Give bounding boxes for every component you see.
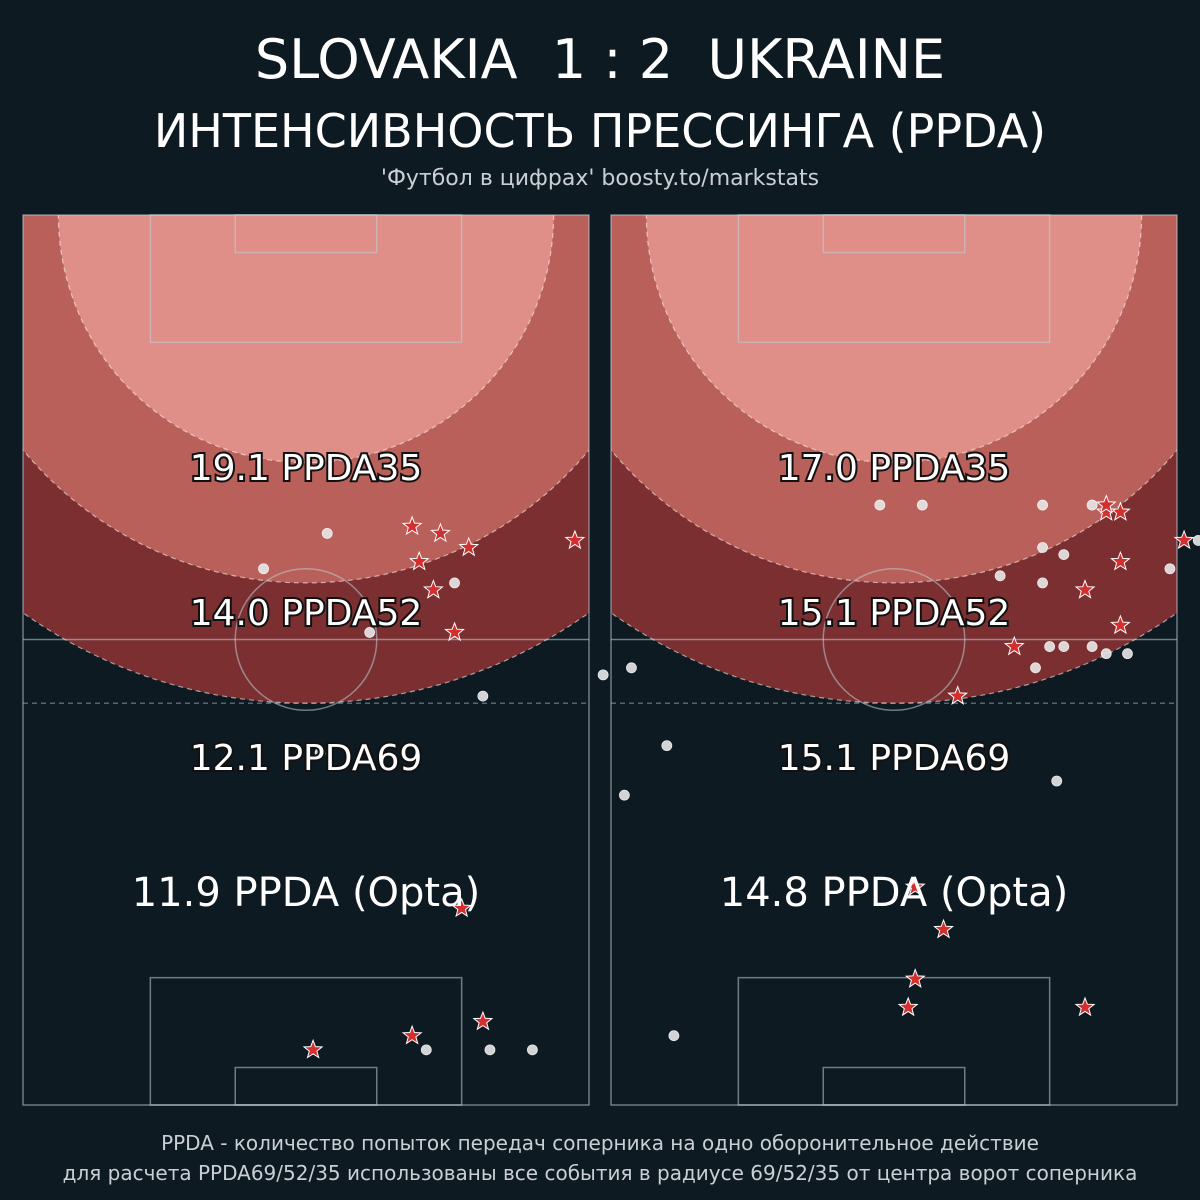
footer-line-1: PPDA - количество попыток передач соперн… (161, 1131, 1039, 1155)
pass-point (484, 1044, 496, 1056)
pass-point (258, 563, 269, 575)
pass-point (1086, 641, 1098, 652)
pass-point (626, 662, 637, 674)
pass-point (1122, 648, 1133, 660)
pass-point (661, 740, 673, 752)
zone-layer (611, 215, 1177, 704)
defensive-action-star (444, 621, 465, 642)
defensive-action-star (897, 996, 919, 1017)
defensive-action-star (1074, 579, 1096, 599)
zone-label-ppda52: 14.0 PPDA52 (190, 593, 423, 634)
pass-point (1100, 648, 1112, 660)
centre-circle (234, 568, 378, 711)
zone-label-ppda35: 19.1 PPDA35 (190, 448, 423, 489)
pass-point (477, 690, 489, 702)
opta-ppda-label: 11.9 PPDA (Opta) (132, 870, 480, 916)
six-yard-box-bottom (234, 1066, 378, 1106)
pass-point (1192, 535, 1200, 546)
zone-layer (23, 215, 589, 704)
six-yard-box-bottom (822, 1066, 966, 1106)
zone-label-ppda69: 12.1 PPDA69 (190, 738, 423, 779)
defensive-action-star (408, 550, 430, 571)
defensive-action-star (947, 685, 969, 705)
pass-point (314, 747, 326, 759)
zone-label-ppda52: 15.1 PPDA52 (778, 593, 1011, 634)
defensive-action-star (302, 1038, 324, 1059)
penalty-box-bottom (737, 976, 1051, 1106)
defensive-action-star (1110, 614, 1131, 635)
defensive-action-star (1110, 550, 1131, 571)
defensive-action-star (933, 918, 954, 939)
zone-ppda35 (645, 215, 1143, 464)
away-team: UKRAINE (707, 28, 946, 91)
pass-point (1037, 499, 1048, 511)
defensive-action-star (564, 529, 586, 550)
pass-point (364, 627, 376, 638)
defensive-action-star (401, 1024, 423, 1045)
defensive-action-star (422, 579, 444, 599)
defensive-action-star (1095, 501, 1117, 521)
pass-point (420, 1044, 432, 1056)
defensive-action-star (904, 968, 926, 988)
pass-point (1030, 662, 1041, 674)
pass-point (1086, 499, 1098, 511)
home-team: SLOVAKIA (254, 28, 518, 91)
pass-point (321, 527, 333, 539)
pass-point (1058, 641, 1070, 652)
pass-point (1058, 549, 1070, 560)
defensive-action-star (1003, 635, 1025, 656)
defensive-action-star (430, 522, 451, 543)
defensive-action-star (451, 897, 473, 918)
pass-point (1051, 775, 1063, 787)
pass-point (874, 499, 886, 511)
pass-point (527, 1044, 538, 1056)
footer-notes: PPDA - количество попыток передач соперн… (0, 1128, 1200, 1188)
defensive-action-star (1173, 529, 1195, 550)
chart-subtitle: ИНТЕНСИВНОСТЬ ПРЕССИНГА (PPDA) (153, 104, 1047, 158)
pass-point (1037, 577, 1048, 589)
pass-point (618, 789, 630, 801)
centre-circle (822, 568, 966, 711)
match-score: 1 : 2 (551, 28, 674, 91)
pass-point (449, 577, 460, 589)
opta-ppda-label: 14.8 PPDA (Opta) (720, 870, 1068, 916)
pass-point (597, 669, 609, 681)
six-yard-box-top (234, 214, 378, 254)
credit-line: 'Футбол в цифрах' boosty.to/markstats (380, 166, 820, 191)
footer-line-2: для расчета PPDA69/52/35 использованы вс… (62, 1161, 1138, 1185)
pitch-slovakia: 19.1 PPDA35 14.0 PPDA52 12.1 PPDA69 11.9 PP… (22, 214, 729, 1106)
pass-point (1037, 542, 1048, 553)
defensive-action-star (1095, 494, 1117, 514)
zone-ppda35 (57, 215, 555, 464)
pass-point (668, 1030, 680, 1042)
six-yard-box-top (822, 214, 966, 254)
defensive-action-star (472, 1010, 494, 1031)
match-title: SLOVAKIA 1 : 2 UKRAINE (0, 28, 1200, 91)
pitch-ukraine: 17.0 PPDA35 15.1 PPDA52 15.1 PPDA69 14.8 PP… (610, 214, 1200, 1106)
zone-label-ppda69: 15.1 PPDA69 (778, 738, 1011, 779)
defensive-action-star (1074, 996, 1096, 1017)
pass-point (1044, 641, 1056, 652)
pass-point (994, 570, 1006, 582)
pass-point (1164, 563, 1176, 575)
defensive-action-star (458, 536, 480, 557)
zone-label-ppda35: 17.0 PPDA35 (778, 448, 1011, 489)
defensive-action-star (904, 876, 926, 896)
pass-point (916, 499, 928, 511)
defensive-action-star (401, 515, 423, 536)
